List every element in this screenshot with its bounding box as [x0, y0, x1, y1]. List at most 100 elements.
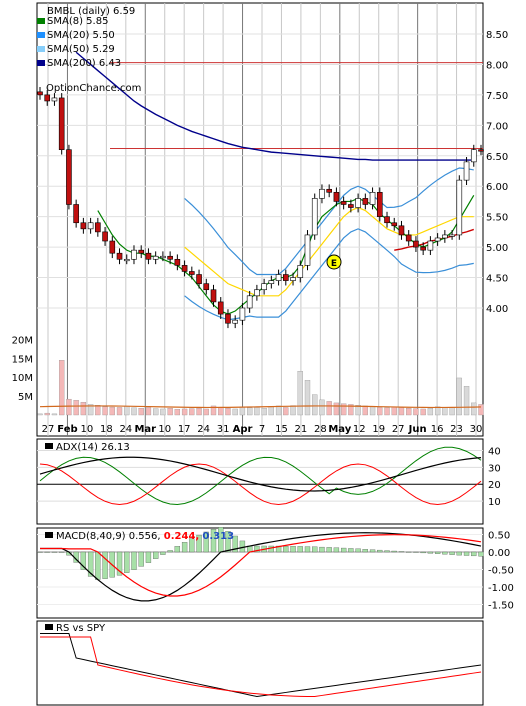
- candle-body: [297, 265, 304, 278]
- macd-histogram-bar: [427, 551, 434, 554]
- candle-body: [391, 222, 398, 227]
- candle-body: [290, 277, 296, 281]
- candle-body: [434, 237, 441, 242]
- macd-histogram-bar: [304, 546, 311, 553]
- volume-bar: [391, 406, 397, 416]
- candle-body: [210, 289, 217, 303]
- price-tick-label: 6.00: [486, 182, 508, 193]
- macd-histogram-bar: [131, 551, 137, 570]
- candle-body: [152, 255, 159, 260]
- candle-body: [145, 252, 152, 260]
- volume-tick-label: 20M: [12, 335, 33, 346]
- candle-body: [355, 198, 361, 208]
- volume-bar: [59, 360, 65, 416]
- price-tick-label: 7.00: [486, 121, 508, 132]
- volume-bar: [478, 404, 484, 416]
- macd-histogram-bar: [406, 551, 412, 553]
- macd-histogram-bar: [384, 550, 390, 553]
- candle-body: [384, 216, 390, 224]
- x-tick-label: 17: [178, 424, 191, 435]
- adx-tick-label: 30: [488, 463, 501, 474]
- macd-histogram-bar: [463, 551, 470, 556]
- macd-histogram-bar: [232, 535, 238, 553]
- volume-bar: [145, 407, 152, 416]
- macd-histogram-bar: [333, 547, 340, 553]
- macd-histogram-bar: [434, 551, 441, 554]
- volume-bar: [427, 408, 434, 416]
- x-tick-label: 28: [314, 424, 327, 435]
- macd-signal-line: [40, 534, 482, 597]
- macd-histogram-bar: [138, 551, 144, 567]
- svg-text:E: E: [331, 259, 337, 269]
- volume-bar: [304, 380, 311, 416]
- candle-body: [73, 204, 79, 224]
- x-tick-label: Feb: [57, 424, 77, 435]
- volume-bars: [37, 360, 484, 416]
- volume-bar: [37, 413, 43, 416]
- macd-histogram-bar: [37, 551, 43, 553]
- volume-bar: [275, 405, 282, 416]
- volume-bar: [66, 398, 72, 416]
- macd-histogram-bar: [189, 538, 195, 553]
- x-tick-label: Apr: [233, 424, 253, 435]
- macd-tick-label: 0.50: [488, 531, 510, 542]
- x-tick-label: 31: [217, 424, 230, 435]
- macd-histogram-bar: [391, 550, 397, 553]
- candle-body: [405, 234, 412, 242]
- macd-histogram-bar: [203, 531, 209, 553]
- macd-histogram-bar: [254, 545, 260, 553]
- candle-body: [413, 240, 419, 248]
- x-tick-label: 10: [81, 424, 94, 435]
- candle-body: [333, 192, 340, 202]
- rs-panel: RS vs SPY: [36, 620, 484, 706]
- adx-line: [39, 456, 482, 492]
- volume-bar: [326, 401, 332, 416]
- x-tick-label: 10: [158, 424, 171, 435]
- x-tick-label: Mar: [134, 424, 156, 435]
- x-tick-label: 27: [392, 424, 405, 435]
- adx-label: ADX(14) 26.13: [56, 442, 130, 453]
- volume-bar: [225, 408, 231, 416]
- candle-body: [80, 222, 87, 230]
- volume-bar: [463, 386, 470, 416]
- bollinger-bands: [184, 167, 474, 321]
- volume-bar: [362, 405, 368, 416]
- volume-bar: [340, 403, 347, 416]
- candle-body: [398, 225, 405, 236]
- macd-histogram-bar: [471, 551, 477, 557]
- volume-bar: [261, 408, 267, 416]
- candle-body: [246, 295, 253, 309]
- macd-histogram-bar: [80, 551, 87, 570]
- candle-body: [102, 231, 108, 242]
- macd-value-2: 0.313: [202, 531, 234, 542]
- legend-label: SMA(50) 5.29: [47, 44, 115, 55]
- candle-body: [123, 258, 130, 262]
- x-tick-label: Jun: [408, 424, 427, 435]
- x-tick-label: 21: [295, 424, 308, 435]
- volume-bar: [95, 405, 101, 416]
- macd-histogram-bar: [456, 551, 462, 556]
- resistance-lines: [110, 62, 483, 149]
- volume-bar: [239, 406, 246, 416]
- x-tick-label: 23: [450, 424, 463, 435]
- volume-bar: [80, 401, 87, 416]
- legend-swatch: [37, 32, 45, 38]
- candle-body: [87, 222, 94, 230]
- volume-bar: [44, 412, 50, 416]
- adx-tick-label: 20: [488, 480, 501, 491]
- candle-body: [167, 255, 173, 260]
- volume-average-line: [39, 405, 482, 409]
- candle-body: [275, 274, 282, 281]
- macd-histogram-bar: [312, 546, 318, 553]
- volume-bar: [138, 408, 144, 416]
- candle-body: [456, 179, 463, 236]
- candle-body: [254, 289, 260, 297]
- adx-tick-label: 40: [488, 446, 501, 457]
- macd-histogram-bar: [167, 550, 173, 553]
- volume-bar: [124, 406, 130, 416]
- candle-body: [95, 222, 101, 233]
- volume-bar: [247, 407, 253, 416]
- legend-label: SMA(20) 5.50: [47, 30, 115, 41]
- price-panel: 8.50 8.00 7.50 7.00 6.50 6.00 5.50 5.00 4.50 4.00…: [12, 2, 508, 705]
